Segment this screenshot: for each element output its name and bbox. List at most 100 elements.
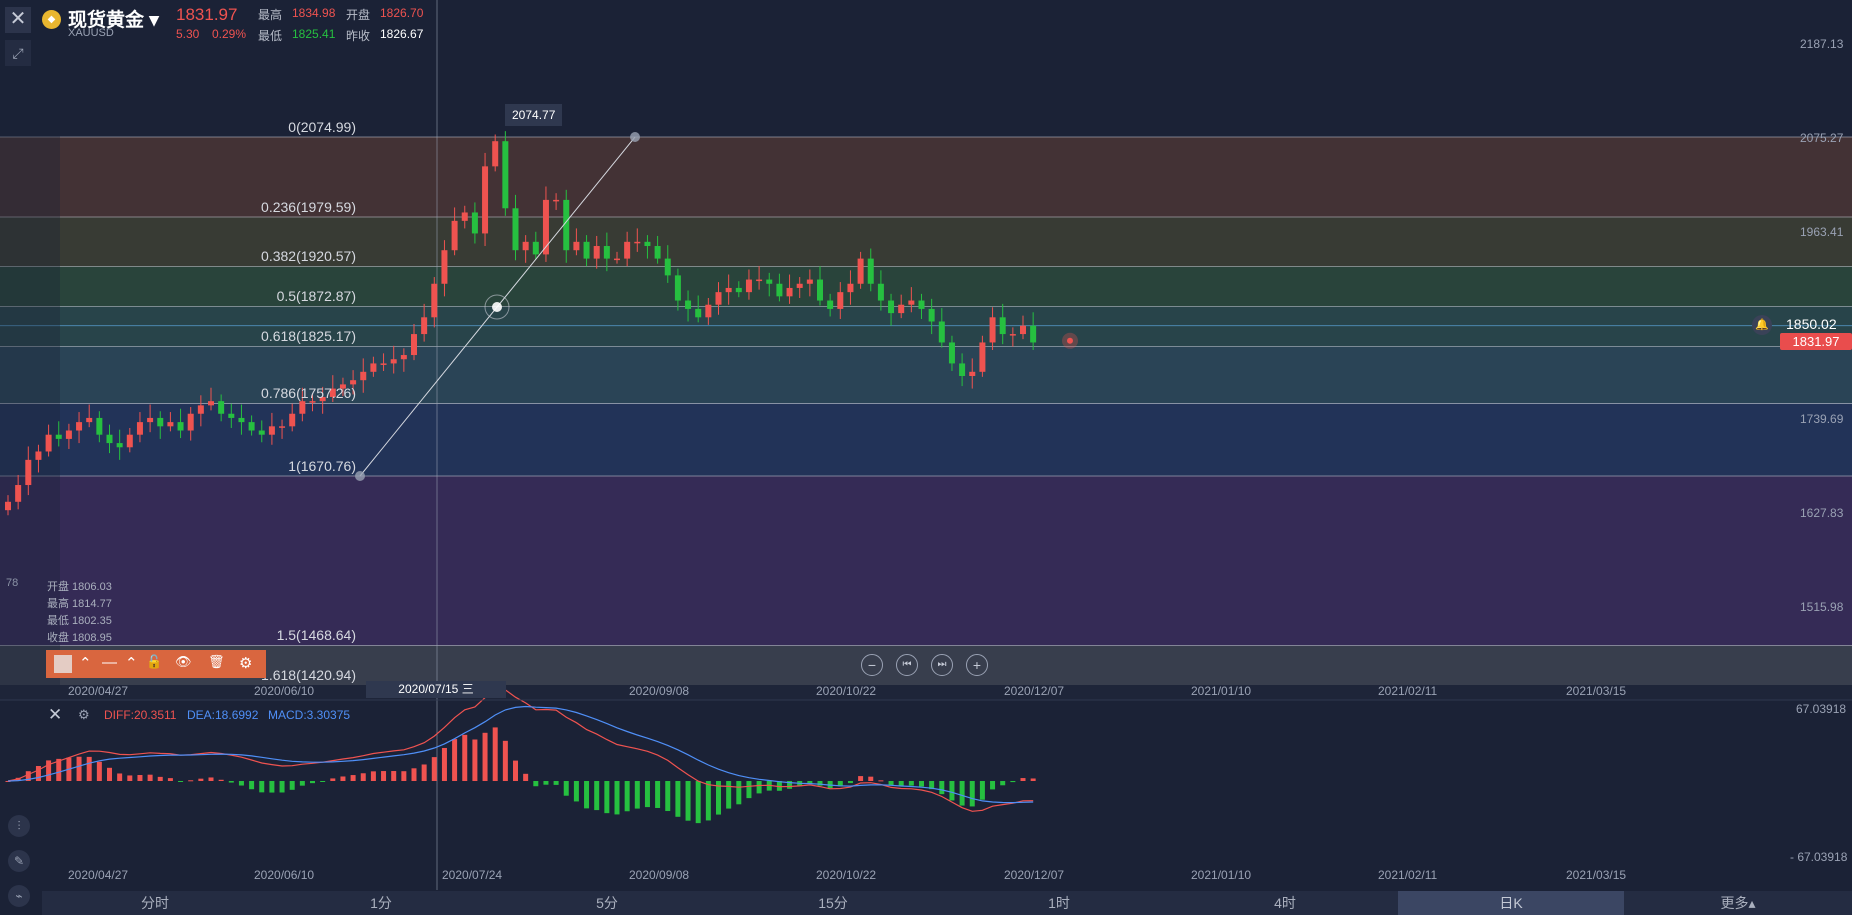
close-icon[interactable]: ✕	[5, 7, 31, 33]
high-label: 最高	[258, 8, 283, 22]
indicator-icon[interactable]: ⫶	[8, 815, 30, 837]
bell-icon[interactable]: 🔔	[1752, 315, 1772, 335]
candle-body	[136, 422, 143, 435]
chevron-up-icon[interactable]: ⌃	[79, 655, 92, 672]
tab-daily[interactable]: 日K	[1398, 891, 1624, 915]
tab-15min[interactable]: 15分	[818, 895, 848, 911]
close-icon[interactable]: ✕	[48, 705, 63, 724]
candle-body	[918, 300, 925, 309]
candle-body	[776, 283, 783, 297]
trash-icon[interactable]: 🗑	[208, 654, 225, 669]
candle-body	[471, 212, 478, 234]
settings-icon[interactable]: ⚙	[78, 707, 90, 722]
tab-4hour[interactable]: 4时	[1274, 895, 1296, 911]
candle-body	[532, 241, 539, 255]
date-axis-label: 2020/10/22	[816, 868, 877, 882]
symbol-selector[interactable]: 现货黄金 ▾	[68, 5, 159, 32]
next-button[interactable]: ⏭	[931, 654, 953, 676]
open-label: 开盘	[346, 8, 371, 22]
macd-hist-bar	[381, 771, 387, 781]
low-value: 1825.41	[292, 27, 336, 41]
macd-diff-value: DIFF:20.3511	[104, 708, 177, 722]
eye-icon[interactable]: 👁	[175, 654, 192, 669]
candle-body	[268, 426, 275, 435]
candle-body	[756, 279, 763, 282]
candle-body	[654, 246, 661, 259]
candle-body	[55, 434, 62, 439]
macd-hist-bar	[117, 773, 123, 781]
candle-body	[735, 287, 742, 293]
zoom-in-button[interactable]: +	[966, 654, 988, 676]
candle-body	[350, 380, 357, 385]
candle-body	[329, 388, 336, 397]
ohlc-open: 开盘 1806.03	[47, 581, 112, 593]
macd-hist-bar	[137, 775, 143, 781]
date-axis-label: 2020/09/08	[629, 868, 690, 882]
fib-anchor-handle	[630, 132, 640, 143]
candle-body	[197, 405, 204, 414]
lock-icon[interactable]: 🔓	[146, 654, 163, 669]
live-price-dot	[1067, 337, 1073, 344]
macd-hist-bar	[502, 740, 508, 781]
macd-hist-bar	[320, 781, 326, 782]
price-axis-label: 1963.41	[1800, 225, 1844, 239]
tab-1hour[interactable]: 1时	[1048, 895, 1070, 911]
candle-body	[877, 283, 884, 301]
date-axis-label: 2020/04/27	[68, 868, 129, 882]
candle-body	[979, 342, 986, 372]
pencil-icon[interactable]: ✎	[8, 850, 30, 872]
date-axis-label: 2021/01/10	[1191, 868, 1252, 882]
fib-zone	[0, 346, 1852, 404]
macd-hist-bar	[56, 758, 62, 781]
candle-body	[603, 246, 610, 259]
candle-body	[86, 417, 93, 423]
zoom-out-button[interactable]: −	[861, 654, 883, 676]
macd-hist-bar	[736, 781, 742, 805]
macd-hist-bar	[299, 781, 305, 786]
macd-hist-bar	[523, 773, 529, 781]
candle-body	[218, 401, 225, 414]
color-swatch-button[interactable]	[54, 655, 72, 673]
candle-body	[674, 275, 681, 301]
candle-body	[5, 501, 11, 511]
candle-body	[177, 422, 184, 431]
macd-hist-bar	[208, 777, 214, 781]
tab-more[interactable]: 更多▴	[1720, 895, 1756, 911]
macd-hist-bar	[310, 781, 315, 784]
macd-dea-value: DEA:18.6992	[187, 708, 259, 722]
candle-body	[634, 241, 641, 244]
trend-icon[interactable]: ⌁	[8, 885, 30, 907]
prev-button[interactable]: ⏮	[896, 654, 918, 676]
macd-hist-bar	[716, 781, 721, 815]
chevron-up-icon[interactable]: ⌃	[125, 655, 138, 672]
candle-body	[309, 401, 316, 403]
candle-body	[147, 417, 154, 423]
macd-hist-bar	[634, 781, 640, 809]
tab-fenshi[interactable]: 分时	[141, 895, 169, 911]
candle-body	[370, 363, 377, 372]
macd-hist-bar	[76, 756, 82, 781]
candle-body	[563, 199, 570, 251]
macd-hist-bar	[482, 732, 488, 781]
macd-hist-bar	[644, 781, 650, 808]
price-axis-label: 1627.83	[1800, 506, 1844, 520]
candle-body	[695, 308, 702, 318]
candle-body	[65, 430, 72, 439]
line-style-button[interactable]: —	[102, 654, 117, 671]
tab-5min[interactable]: 5分	[596, 895, 618, 911]
candle-body	[908, 300, 915, 305]
candle-body	[411, 334, 417, 356]
candle-body	[96, 417, 103, 435]
expand-arrows-icon[interactable]: ⤢	[5, 40, 31, 66]
tab-1min[interactable]: 1分	[370, 895, 392, 911]
macd-pane-bg	[0, 700, 1852, 890]
candle-body	[208, 401, 214, 406]
macd-hist-bar	[584, 781, 590, 809]
fib-label-0: 0(2074.99)	[288, 119, 356, 135]
candle-body	[867, 258, 874, 284]
macd-hist-bar	[391, 771, 397, 781]
candle-body	[461, 212, 468, 221]
prevclose-label: 昨收	[346, 29, 371, 43]
settings-icon[interactable]: ⚙	[239, 655, 253, 672]
